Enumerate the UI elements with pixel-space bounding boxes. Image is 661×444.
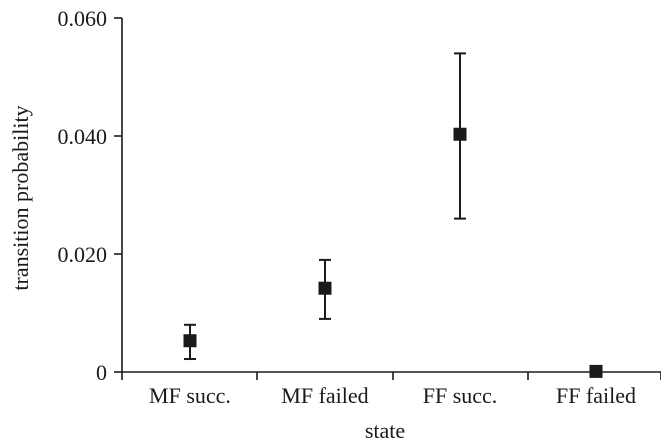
axes [121, 18, 661, 373]
x-ticks: MF succ. MF failed FF succ. FF failed [121, 372, 661, 408]
x-axis-label: state [365, 418, 405, 443]
data-point-marker [589, 364, 603, 378]
x-tick-label: FF succ. [423, 383, 498, 408]
data-point-marker [453, 127, 467, 141]
x-tick-label: FF failed [556, 383, 636, 408]
data-marks [183, 52, 603, 378]
data-point-marker [183, 334, 197, 348]
y-tick-label: 0 [96, 360, 107, 385]
y-tick-label: 0.020 [58, 242, 108, 267]
data-point-group [318, 258, 332, 320]
y-tick-label: 0.060 [58, 6, 108, 31]
y-ticks: 0 0.020 0.040 0.060 [58, 6, 122, 385]
data-point-group [453, 52, 467, 220]
x-tick-label: MF succ. [149, 383, 231, 408]
data-point-group [183, 323, 197, 361]
data-point-marker [318, 281, 332, 295]
y-tick-label: 0.040 [58, 124, 108, 149]
data-point-group [589, 364, 603, 378]
y-axis-label: transition probability [8, 105, 33, 290]
x-tick-label: MF failed [281, 383, 368, 408]
